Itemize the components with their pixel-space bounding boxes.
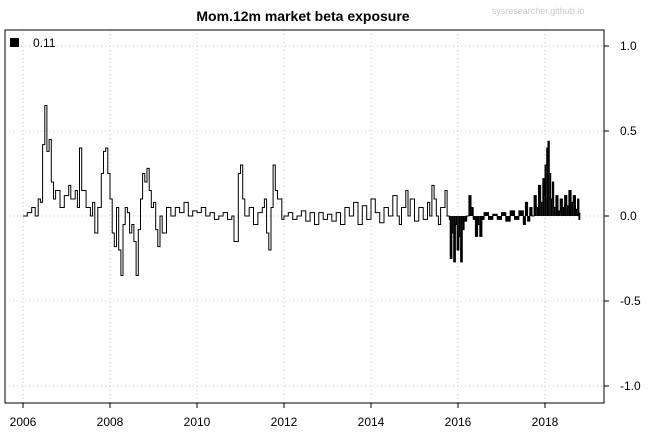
x-tick-label-4: 2014 xyxy=(358,415,385,429)
series-fill-bar-139 xyxy=(460,216,463,262)
series-fill-bar-136 xyxy=(455,216,458,225)
series-fill-bar-168 xyxy=(542,178,545,216)
series-fill-bar-185 xyxy=(573,195,576,216)
legend: 0.11 xyxy=(10,36,56,50)
series-fill-bar-133 xyxy=(450,216,452,259)
series-fill-bar-158 xyxy=(518,210,524,216)
series-fill-bar-179 xyxy=(560,199,563,216)
series-fill-bar-140 xyxy=(462,216,465,230)
y-tick-label-2: 0.0 xyxy=(620,209,637,223)
series-fill-bar-141 xyxy=(464,216,467,222)
series-fill-bar-156 xyxy=(510,210,515,216)
watermark-text: sysresearcher.github.io xyxy=(492,6,585,16)
series-fill-bar-135 xyxy=(453,216,456,262)
series-fill-bar-151 xyxy=(488,216,493,220)
series-fill-bar-167 xyxy=(540,202,543,216)
x-tick-label-6: 2018 xyxy=(532,415,559,429)
series-fill-bar-157 xyxy=(514,216,519,220)
legend-swatch xyxy=(10,38,19,47)
x-tick-label-2: 2010 xyxy=(184,415,211,429)
y-tick-label-3: 0.5 xyxy=(620,124,637,138)
series-fill-bar-147 xyxy=(477,216,480,225)
series-fill-bar-164 xyxy=(534,195,537,216)
series-fill-bar-155 xyxy=(505,216,511,222)
series-fill-bar-187 xyxy=(577,199,579,216)
axes-layer: -1.0 -0.5 0.0 0.5 1.0 2006 2008 2010 2012 2014 201… xyxy=(4,29,641,429)
series-fill-bar-169 xyxy=(544,195,545,216)
series-fill-bar-153 xyxy=(497,216,502,220)
y-tick-label-0: -1.0 xyxy=(620,379,641,393)
zero-fill-region xyxy=(449,141,580,262)
series-fill-bar-178 xyxy=(558,210,561,216)
series-fill-bar-184 xyxy=(571,202,574,216)
series-fill-bar-180 xyxy=(562,207,565,216)
x-tick-label-1: 2008 xyxy=(97,415,124,429)
series-line-0 xyxy=(23,105,581,276)
series-fill-bar-152 xyxy=(492,214,498,216)
y-tick-label-4: 1.0 xyxy=(620,39,637,53)
series-fill-bar-154 xyxy=(501,212,506,216)
series-fill-bar-134 xyxy=(451,216,454,233)
series-fill-bar-138 xyxy=(458,216,461,237)
x-tick-label-0: 2006 xyxy=(10,415,37,429)
series-fill-bar-144 xyxy=(471,207,474,216)
series-fill-bar-137 xyxy=(457,216,459,250)
series-fill-bar-176 xyxy=(553,207,556,216)
series-layer xyxy=(23,105,581,276)
series-fill-bar-177 xyxy=(555,195,559,216)
x-tick-label-5: 2016 xyxy=(445,415,472,429)
series-fill-bar-170 xyxy=(545,165,547,216)
series-fill-bar-162 xyxy=(529,207,532,216)
series-fill-bar-146 xyxy=(475,216,478,237)
series-fill-bar-183 xyxy=(568,190,572,216)
series-fill-bar-149 xyxy=(481,216,485,220)
series-fill-bar-181 xyxy=(564,195,567,216)
series-fill-bar-172 xyxy=(548,141,550,216)
series-fill-bar-165 xyxy=(536,207,539,216)
series-fill-bar-174 xyxy=(550,199,553,216)
series-fill-bar-173 xyxy=(549,173,551,216)
y-tick-label-1: -0.5 xyxy=(620,294,641,308)
series-fill-bar-171 xyxy=(546,148,549,216)
series-fill-bar-150 xyxy=(484,212,489,216)
series-fill-bar-143 xyxy=(468,195,472,216)
series-fill-bar-161 xyxy=(527,216,530,222)
series-fill-bar-182 xyxy=(566,205,569,216)
legend-label: 0.11 xyxy=(33,36,56,50)
series-fill-bar-145 xyxy=(473,216,476,220)
x-tick-label-3: 2012 xyxy=(271,415,298,429)
chart-title: Mom.12m market beta exposure xyxy=(196,8,409,24)
series-fill-bar-175 xyxy=(552,182,554,216)
series-fill-bar-148 xyxy=(479,216,482,237)
series-fill-bar-159 xyxy=(523,216,526,225)
series-fill-bar-160 xyxy=(525,202,528,216)
series-fill-bar-186 xyxy=(575,209,578,216)
series-fill-bar-166 xyxy=(538,185,541,216)
